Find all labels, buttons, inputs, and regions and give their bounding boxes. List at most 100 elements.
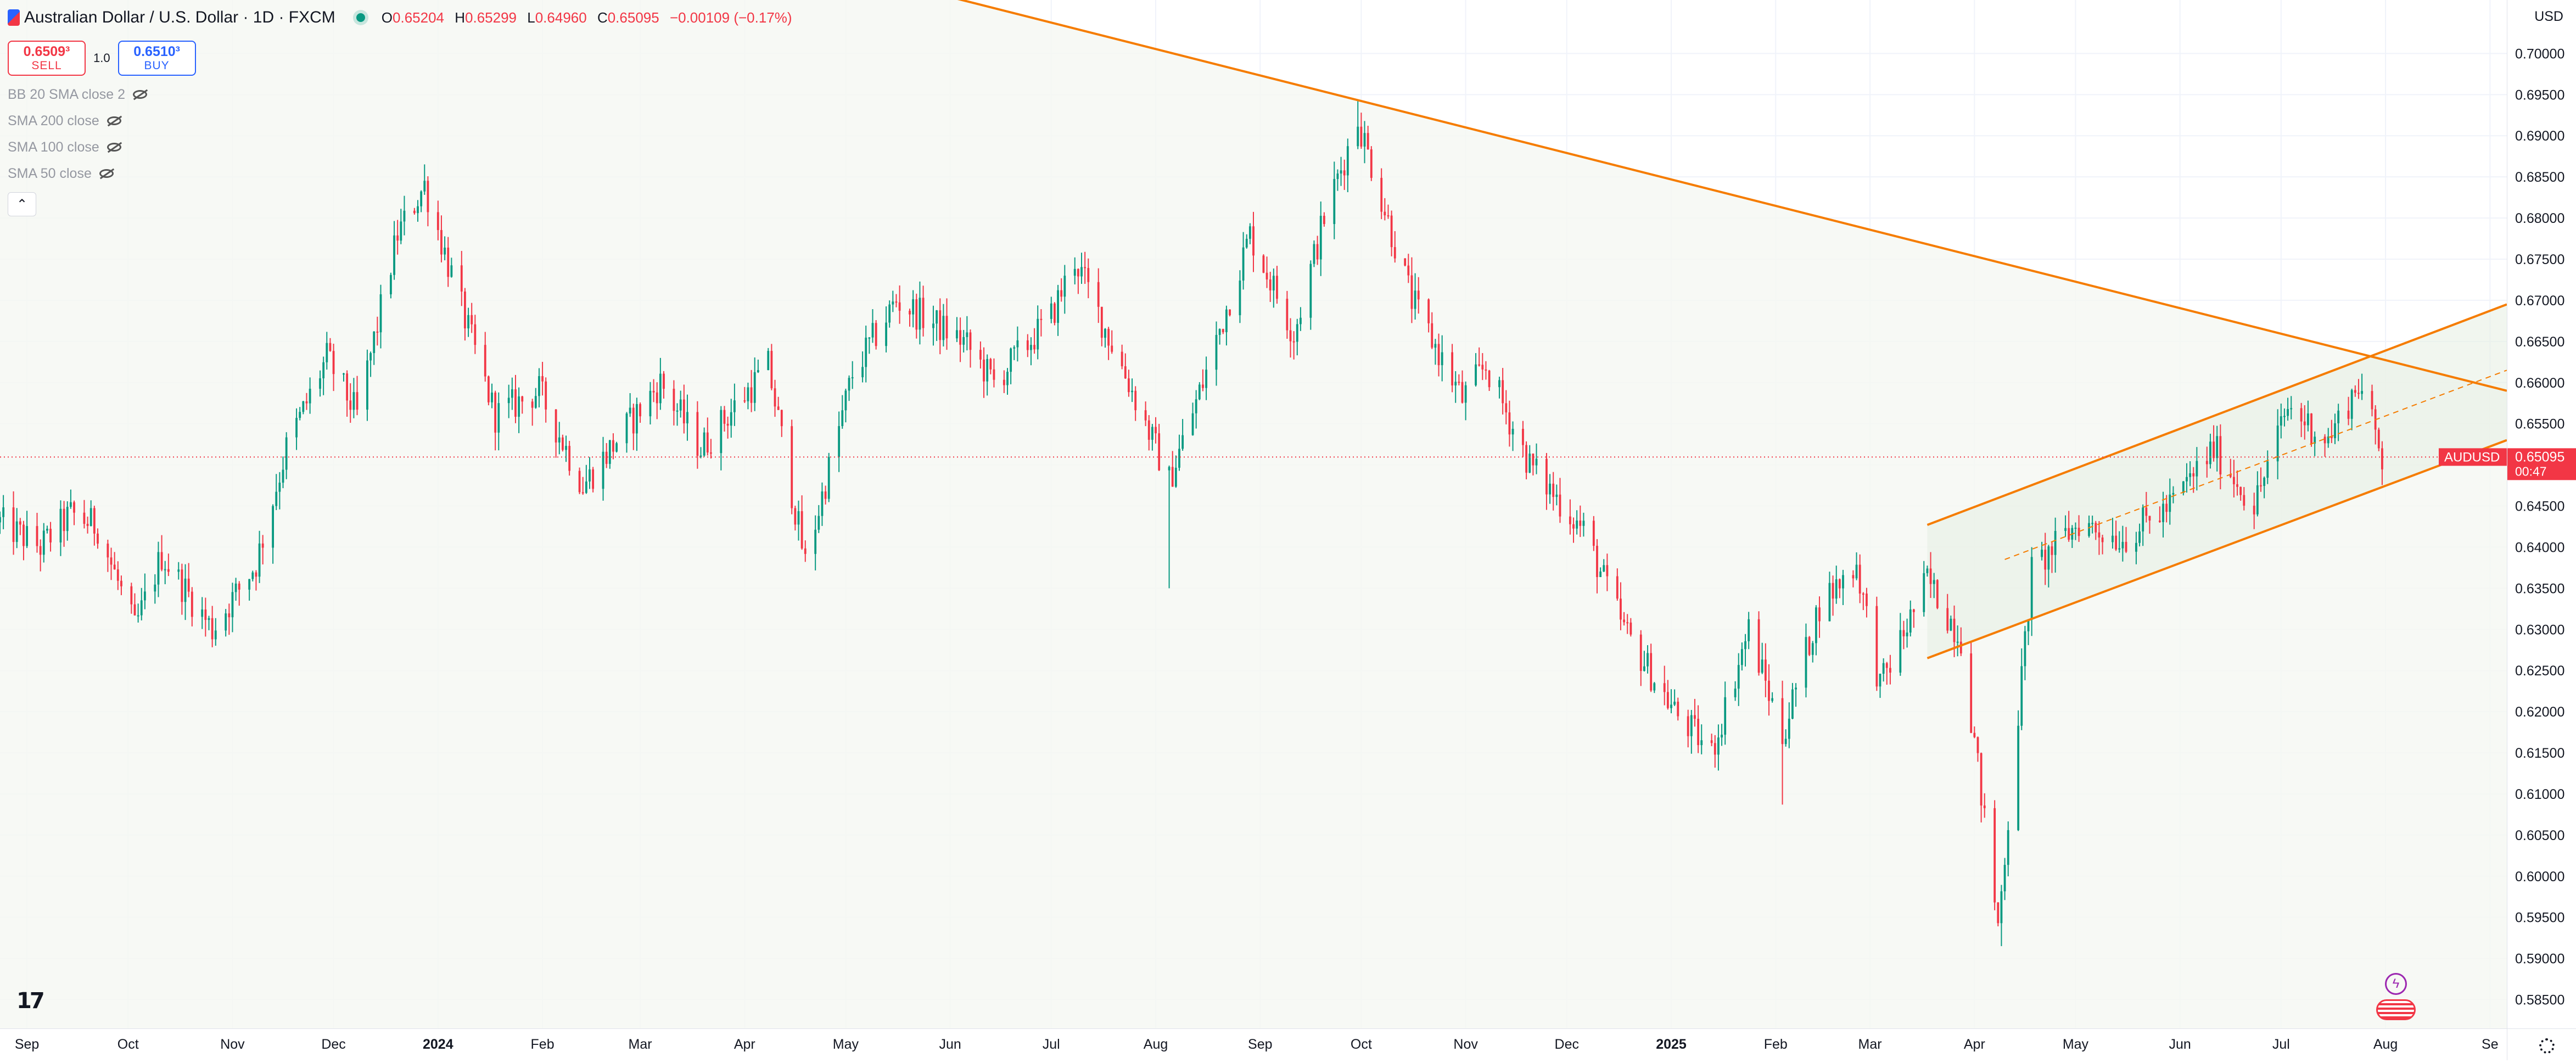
candle-body <box>1666 692 1669 708</box>
indicator-bb[interactable]: BB 20 SMA close 2 <box>8 81 799 108</box>
candlestick-chart[interactable]: AUDUSD <box>0 0 2507 1028</box>
price-tick-label: 0.61000 <box>2515 787 2564 802</box>
candle <box>2310 413 2312 447</box>
indicator-label[interactable]: BB 20 SMA close 2 <box>8 86 126 102</box>
candle-body <box>1721 735 1723 738</box>
candle <box>1309 260 1312 330</box>
candle <box>1100 306 1103 346</box>
candle <box>487 375 490 406</box>
price-scale[interactable]: USD 0.70000 0.69500 0.69000 0.68500 0.68000 0… <box>2507 0 2576 1028</box>
time-tick-label: Jun <box>939 1037 961 1052</box>
candle-body <box>143 591 146 601</box>
candle-body <box>2017 725 2020 830</box>
candle <box>1855 552 1858 580</box>
currency-button[interactable]: USD <box>2534 9 2563 24</box>
candle-body <box>2377 429 2380 449</box>
candle-body <box>1195 399 1197 413</box>
candle <box>804 540 807 562</box>
candle-body <box>285 437 288 470</box>
symbol-header[interactable]: Australian Dollar / U.S. Dollar · 1D · F… <box>8 5 799 30</box>
time-tick-label: Apr <box>1964 1037 1985 1052</box>
candle <box>521 395 524 414</box>
sell-button[interactable]: 0.6509³ SELL <box>8 41 86 76</box>
open-label: O <box>381 9 393 26</box>
candle <box>1889 654 1891 685</box>
candle-body <box>986 359 989 382</box>
indicator-label[interactable]: SMA 50 close <box>8 165 92 181</box>
eye-hidden-icon[interactable] <box>99 169 114 178</box>
candle <box>1525 441 1528 480</box>
indicator-sma-50[interactable]: SMA 50 close <box>8 160 799 187</box>
candle <box>214 618 217 646</box>
candle <box>89 500 92 527</box>
candle <box>605 443 608 468</box>
candle-body <box>1946 608 1949 631</box>
candle-body <box>436 212 439 230</box>
price-axis[interactable]: 0.70000 0.69500 0.69000 0.68500 0.68000 0.675… <box>2507 0 2576 1028</box>
candle-body <box>1242 247 1245 281</box>
candle-body <box>919 298 921 330</box>
candle <box>2216 426 2219 472</box>
candle <box>1902 620 1905 650</box>
candle <box>1555 484 1558 506</box>
time-axis[interactable]: Sep Oct Nov Dec 2024 Feb Mar Apr May Jun Jul Aug Sep… <box>0 1029 2507 1060</box>
candle <box>1390 210 1393 256</box>
us-flag-events-icon[interactable] <box>2376 999 2416 1020</box>
indicator-sma-200[interactable]: SMA 200 close <box>8 108 799 134</box>
candle-body <box>484 345 486 377</box>
candle-body <box>63 508 65 532</box>
candle <box>1040 309 1043 337</box>
candle-body <box>1380 177 1383 212</box>
indicator-sma-100[interactable]: SMA 100 close <box>8 134 799 160</box>
eye-hidden-icon[interactable] <box>133 90 148 99</box>
candle <box>679 390 682 418</box>
settings-gear-icon[interactable] <box>2539 1038 2555 1054</box>
tradingview-logo[interactable]: 17 <box>16 988 45 1014</box>
candle-body <box>2172 493 2175 495</box>
indicator-label[interactable]: SMA 100 close <box>8 139 99 155</box>
candle-body <box>824 491 827 499</box>
candle <box>23 521 25 561</box>
eye-hidden-icon[interactable] <box>107 143 121 152</box>
candle <box>63 501 65 547</box>
candle <box>962 329 965 353</box>
symbol-flag-icon <box>8 9 20 26</box>
candle-body <box>1128 378 1130 393</box>
quantity-value[interactable]: 1.0 <box>93 51 110 65</box>
candle-body <box>804 548 807 554</box>
candle <box>592 467 595 493</box>
candle <box>1757 611 1760 676</box>
time-scale[interactable]: Sep Oct Nov Dec 2024 Feb Mar Apr May Jun Jul Aug Sep… <box>0 1028 2507 1060</box>
time-tick-label: Sep <box>1248 1037 1272 1052</box>
candle-body <box>1936 580 1939 608</box>
candle <box>589 457 591 489</box>
candle-body <box>89 508 92 526</box>
eye-hidden-icon[interactable] <box>107 116 121 125</box>
candle <box>1852 570 1855 588</box>
candle <box>814 515 817 570</box>
symbol-title[interactable]: Australian Dollar / U.S. Dollar · 1D · F… <box>24 8 335 26</box>
candle <box>352 378 355 418</box>
candle <box>1653 682 1656 693</box>
candle-body <box>447 247 450 277</box>
candle <box>1976 736 1979 762</box>
candle <box>2253 493 2255 529</box>
candle <box>436 200 439 240</box>
candle <box>187 563 190 597</box>
buy-button[interactable]: 0.6510³ BUY <box>117 41 196 76</box>
lightning-event-icon[interactable]: ϟ <box>2385 973 2407 995</box>
candle-body <box>471 315 473 325</box>
candle-body <box>83 512 86 524</box>
candle <box>541 362 544 396</box>
candle-body <box>59 508 62 542</box>
candle <box>1818 596 1821 638</box>
collapse-legend-button[interactable]: ⌃ <box>8 192 36 216</box>
candle-body <box>1272 276 1275 290</box>
candle <box>2148 516 2151 534</box>
indicator-label[interactable]: SMA 200 close <box>8 113 99 128</box>
candle <box>865 325 867 383</box>
candle-body <box>1300 317 1302 325</box>
candle <box>1174 455 1177 488</box>
chart-plot-area[interactable]: AUDUSD Australian Dollar / U.S. Dollar ·… <box>0 0 2507 1028</box>
candle-body <box>1929 568 1932 584</box>
